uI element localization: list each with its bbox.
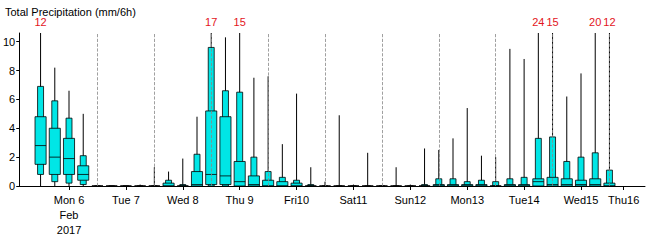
svg-text:Mon 6: Mon 6 — [54, 194, 85, 206]
svg-text:Tue 7: Tue 7 — [112, 194, 140, 206]
svg-text:Thu 9: Thu 9 — [226, 194, 254, 206]
svg-text:Wed 8: Wed 8 — [167, 194, 199, 206]
svg-text:15: 15 — [234, 16, 246, 28]
svg-text:12: 12 — [603, 16, 615, 28]
svg-text:4: 4 — [9, 122, 15, 134]
svg-text:Total Precipitation (mm/6h): Total Precipitation (mm/6h) — [5, 6, 136, 18]
svg-text:17: 17 — [205, 16, 217, 28]
svg-text:0: 0 — [9, 180, 15, 192]
svg-text:10: 10 — [3, 36, 15, 48]
svg-text:Sun12: Sun12 — [394, 194, 426, 206]
svg-text:2: 2 — [9, 151, 15, 163]
svg-text:Thu16: Thu16 — [608, 194, 639, 206]
svg-text:8: 8 — [9, 65, 15, 77]
svg-text:20: 20 — [589, 16, 601, 28]
svg-text:Wed15: Wed15 — [564, 194, 599, 206]
svg-text:Sat11: Sat11 — [339, 194, 367, 206]
svg-text:Mon13: Mon13 — [450, 194, 484, 206]
svg-text:2017: 2017 — [57, 224, 81, 236]
svg-text:15: 15 — [546, 16, 558, 28]
svg-text:24: 24 — [532, 16, 544, 28]
svg-text:Fri10: Fri10 — [284, 194, 309, 206]
svg-text:Feb: Feb — [60, 209, 79, 221]
svg-text:6: 6 — [9, 93, 15, 105]
svg-text:Tue14: Tue14 — [509, 194, 540, 206]
svg-text:12: 12 — [34, 16, 46, 28]
